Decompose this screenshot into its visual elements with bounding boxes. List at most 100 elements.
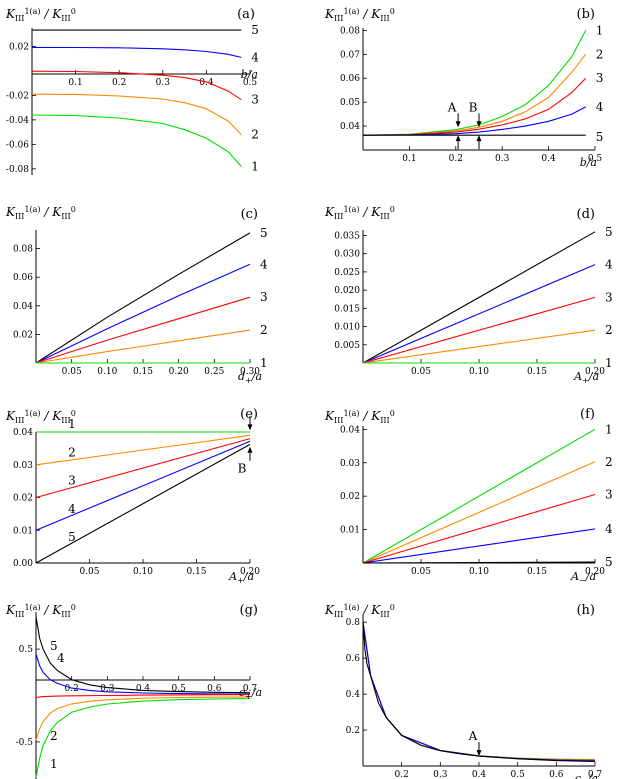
series-line [35,653,251,695]
y-tick-label: 0.00 [13,559,33,569]
curve-label: 3 [260,290,268,304]
y-axis-label: KIII1(a) / KIII0 [324,603,395,619]
x-tick-label: 0.20 [585,367,605,377]
y-tick-label: 0.03 [13,461,33,471]
series-line [35,697,251,778]
chart-panel-3: 0.05 0.10 0.15 0.20 0.25 0.30 0.02 0.04 0.06 0.08… [5,205,268,385]
y-tick-label: 0.08 [340,26,360,36]
y-tick-label: 0.015 [334,304,360,314]
annotation-label: A [447,100,457,114]
series-line [362,77,587,136]
y-tick-label: 0.030 [334,250,360,260]
y-tick-label: 0.04 [340,122,360,132]
curve-label: 5 [605,555,613,569]
x-tick-label: 0.15 [186,567,206,577]
series-line [35,434,251,466]
series-line [35,696,251,741]
y-tick-label: 0.01 [340,526,360,536]
y-tick-label: 0.8 [346,618,361,628]
curve-label: 3 [251,93,259,107]
x-tick-label: 0.7 [588,770,603,779]
y-tick-label: 0.010 [334,323,360,333]
curve-label: 4 [260,257,268,271]
x-tick-label: 0.3 [433,770,448,779]
series-line [35,296,251,364]
series-line [31,114,242,167]
x-axis-label: A+/a [228,570,254,585]
x-tick-label: 0.20 [169,367,189,377]
panel-label: (f) [580,407,595,422]
x-axis-label: c+/a [239,686,262,701]
curve-label: 1 [596,23,604,37]
y-tick-label: 0.02 [13,330,33,340]
x-tick-label: 0.20 [240,567,260,577]
series-line [362,231,596,364]
chart-panel-5: 0.05 0.10 0.15 0.20 0.00 0.01 0.02 0.03 0.04 1 2 3 4… [5,407,260,585]
series-line [35,616,251,694]
y-axis-label: KIII1(a) / KIII0 [5,409,76,425]
y-axis-label: KIII1(a) / KIII0 [5,7,76,23]
curve-label: 4 [68,502,76,516]
curve-label: 2 [605,323,613,337]
annotation-arrowhead [247,446,253,453]
curve-label: 3 [605,488,613,502]
y-tick-label: 0.03 [340,459,360,469]
y-axis-label: KIII1(a) / KIII0 [324,409,395,425]
y-tick-label: 0.4 [346,690,361,700]
x-tick-label: 0.10 [469,567,489,577]
curve-label: 4 [596,100,604,114]
y-tick-label: 0.01 [13,526,33,536]
x-axis-label: b/a [580,156,597,169]
curve-label: 2 [50,729,58,743]
y-tick-label: 0.2 [346,726,360,736]
x-axis-label: b/a [241,68,258,81]
x-tick-label: 0.2 [65,684,79,694]
annotation-arrowhead [476,121,482,128]
x-tick-label: 0.3 [100,684,115,694]
series-line [35,438,251,499]
curve-label: 5 [605,225,613,239]
series-line [362,622,596,761]
y-tick-label: 0.04 [13,302,33,312]
x-axis-label: d+/a [238,370,262,385]
annotation-arrowhead [476,750,482,757]
chart-panel-1: 0.1 0.2 0.3 0.4 0.5 -0.08 -0.06 -0.04 -0.02 0.02 5… [5,7,259,175]
y-tick-label: 0.005 [334,341,360,351]
chart-panel-2: 0.1 0.2 0.3 0.4 0.5 0.04 0.05 0.06 0.07 0.08 1 2 3 4 5… [324,7,604,169]
curve-label: 5 [596,130,604,144]
annotation-label: B [469,100,478,114]
curve-label: 2 [596,47,604,61]
x-tick-label: 0.2 [449,154,463,164]
annotation-label: A [468,729,478,743]
x-tick-label: 0.4 [136,684,151,694]
series-line [362,622,596,762]
y-tick-label: 0.06 [340,74,360,84]
annotation-arrowhead [247,424,253,431]
x-tick-label: 0.4 [541,154,556,164]
x-tick-label: 0.05 [411,567,431,577]
x-tick-label: 0.10 [469,367,489,377]
series-line [362,264,596,364]
curve-label: 1 [260,356,268,370]
x-tick-label: 0.3 [495,154,510,164]
x-tick-label: 0.5 [243,78,258,88]
series-line [362,493,596,564]
x-tick-label: 0.6 [207,684,222,694]
curve-label: 1 [251,159,259,173]
panel-label: (g) [240,603,258,618]
x-tick-label: 0.15 [133,367,153,377]
x-tick-label: 0.1 [402,154,416,164]
y-tick-label: 0.02 [13,494,33,504]
x-tick-label: 0.20 [585,567,605,577]
curve-label: 5 [251,23,259,37]
series-line [362,461,596,564]
y-tick-label: 0.5 [19,645,34,655]
series-line [362,106,586,136]
annotation-arrowhead [476,135,482,142]
y-tick-label: 0.6 [346,654,361,664]
panel-label: (a) [237,7,255,22]
x-axis-label: A+/a [573,370,599,385]
panel-label: (c) [241,207,258,222]
x-tick-label: 0.15 [527,567,547,577]
